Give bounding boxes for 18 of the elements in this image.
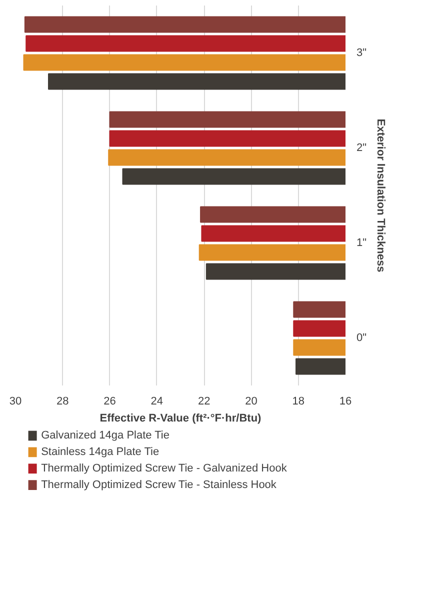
x-tick-label: 20 (245, 396, 258, 408)
y-tick-label: 1" (356, 237, 367, 249)
x-tick-label: 22 (198, 396, 210, 408)
y-tick-label: 2" (356, 142, 367, 154)
x-tick-label: 30 (9, 396, 22, 408)
x-tick-label: 28 (56, 396, 69, 408)
y-axis-title: Exterior Insulation Thickness (374, 118, 387, 272)
legend-label: Thermally Optimized Screw Tie - Galvanized Hook (41, 462, 288, 475)
x-tick-label: 26 (104, 396, 116, 408)
x-tick-label: 24 (150, 396, 164, 408)
x-tick-label: 16 (339, 396, 352, 408)
y-tick-label: 0" (356, 332, 367, 344)
legend-label: Thermally Optimized Screw Tie - Stainless Hook (41, 479, 277, 492)
x-tick-label: 18 (292, 396, 304, 408)
legend-label: Galvanized 14ga Plate Tie (41, 430, 170, 442)
legend-label: Stainless 14ga Plate Tie (41, 446, 160, 458)
x-axis-title: Effective R-Value (ft²·°F·hr/Btu) (100, 412, 262, 424)
y-tick-label: 3" (356, 47, 367, 59)
